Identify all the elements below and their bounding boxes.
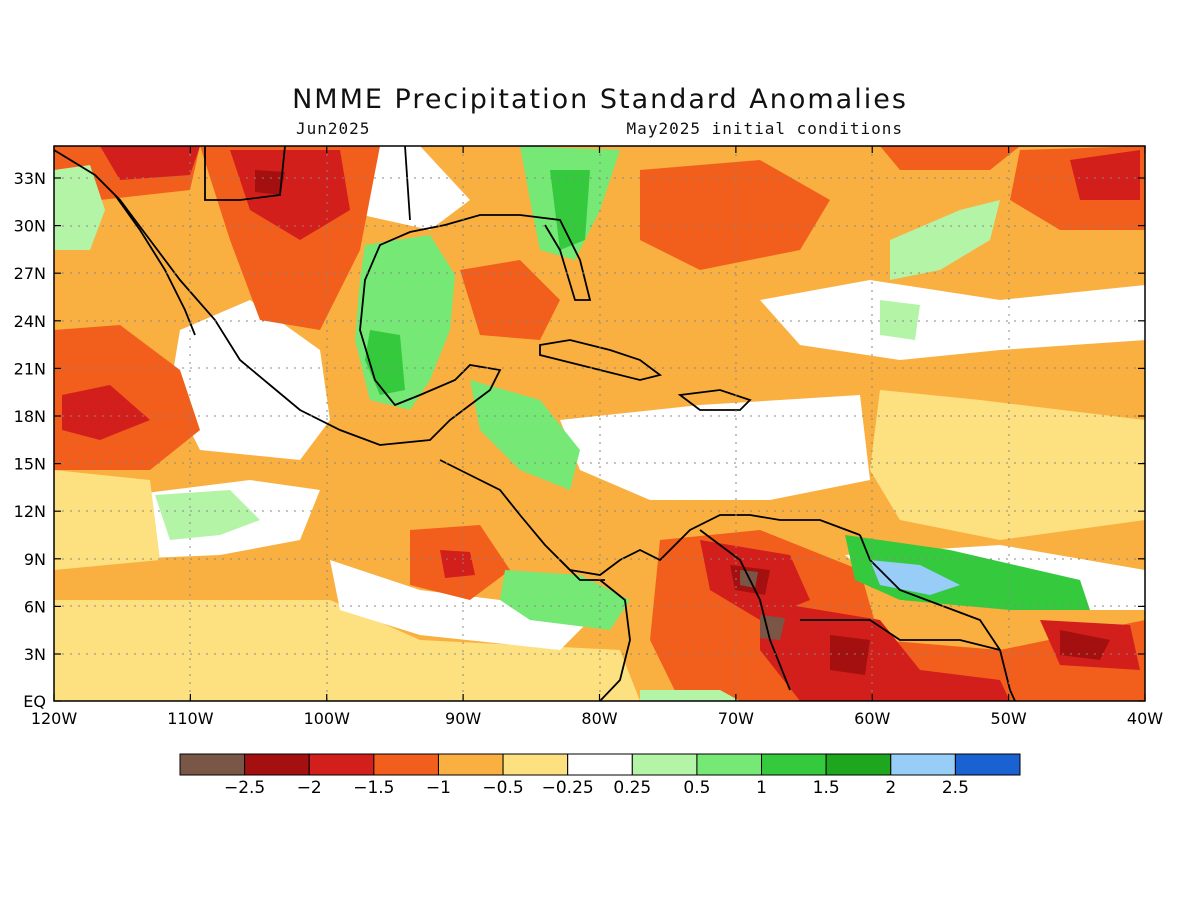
lat-label: 6N bbox=[24, 597, 46, 616]
lon-label: 70W bbox=[718, 709, 754, 728]
graticule bbox=[54, 146, 1145, 701]
colorbar-label: 2.5 bbox=[942, 778, 969, 798]
colorbar-swatch bbox=[631, 753, 698, 776]
colorbar-label: 0.5 bbox=[683, 778, 710, 798]
colorbar-swatch bbox=[567, 753, 633, 776]
lon-label: 100W bbox=[304, 709, 351, 728]
colorbar-label: 1 bbox=[756, 778, 767, 798]
lat-label: 24N bbox=[14, 312, 46, 331]
forecast-month: Jun2025 bbox=[296, 119, 371, 138]
colorbar-label: −0.25 bbox=[542, 778, 594, 798]
colorbar-swatch bbox=[890, 753, 956, 776]
initial-conditions: May2025 initial conditions bbox=[626, 119, 903, 138]
colorbar-swatch bbox=[308, 753, 375, 776]
lon-label: 120W bbox=[31, 709, 78, 728]
lat-label: 33N bbox=[14, 169, 46, 188]
colorbar-swatch bbox=[373, 753, 439, 776]
colorbar-swatch bbox=[502, 753, 569, 776]
colorbar-label: −0.5 bbox=[482, 778, 523, 798]
lon-label: 40W bbox=[1127, 709, 1163, 728]
coastlines bbox=[54, 146, 1016, 701]
lon-label: 60W bbox=[854, 709, 890, 728]
lat-label: 9N bbox=[24, 550, 46, 569]
colorbar-label: 2 bbox=[885, 778, 896, 798]
longitude-labels: 120W 110W 100W 90W 80W 70W 60W 50W 40W bbox=[31, 709, 1163, 728]
lon-label: 80W bbox=[581, 709, 617, 728]
colorbar-label: −2.5 bbox=[224, 778, 265, 798]
colorbar-swatch bbox=[954, 753, 1021, 776]
colorbar-swatch bbox=[437, 753, 504, 776]
colorbar-label: −2 bbox=[297, 778, 322, 798]
colorbar-label: 0.25 bbox=[613, 778, 651, 798]
colorbar-label: −1 bbox=[426, 778, 451, 798]
axis-ticks bbox=[53, 146, 1146, 702]
colorbar-label: −1.5 bbox=[353, 778, 394, 798]
latitude-labels: 33N 30N 27N 24N 21N 18N 15N 12N 9N 6N 3N EQ bbox=[14, 169, 46, 711]
colorbar bbox=[179, 753, 1021, 776]
lon-label: 90W bbox=[445, 709, 481, 728]
colorbar-swatch bbox=[696, 753, 763, 776]
lat-label: 12N bbox=[14, 502, 46, 521]
lat-label: 27N bbox=[14, 264, 46, 283]
lat-label: 3N bbox=[24, 645, 46, 664]
colorbar-swatch bbox=[179, 753, 246, 776]
colorbar-swatch bbox=[761, 753, 827, 776]
lon-label: 110W bbox=[167, 709, 214, 728]
lon-label: 50W bbox=[991, 709, 1027, 728]
colorbar-swatch bbox=[825, 753, 892, 776]
colorbar-labels: −2.5 −2 −1.5 −1 −0.5 −0.25 0.25 0.5 1 1.5 2 2.5 bbox=[224, 778, 969, 798]
colorbar-swatch bbox=[244, 753, 310, 776]
lat-label: 21N bbox=[14, 359, 46, 378]
lat-label: 18N bbox=[14, 407, 46, 426]
map-title: NMME Precipitation Standard Anomalies bbox=[292, 84, 908, 115]
lat-label: EQ bbox=[23, 692, 46, 711]
anomaly-field bbox=[54, 146, 1145, 701]
lat-label: 30N bbox=[14, 217, 46, 236]
lat-label: 15N bbox=[14, 455, 46, 474]
colorbar-label: 1.5 bbox=[813, 778, 840, 798]
